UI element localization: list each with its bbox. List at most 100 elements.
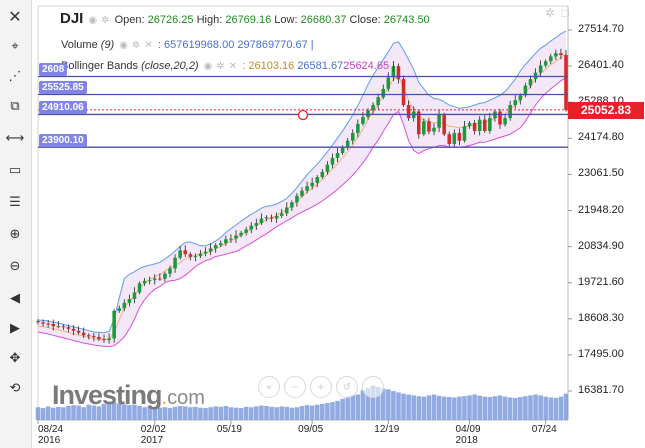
volume-bar [182,406,188,420]
candle-body [213,245,218,249]
close-icon[interactable]: ✕ [8,6,22,26]
volume-values: : 657619968.00 297869770.67 | [157,39,314,51]
volume-bar [96,406,102,420]
volume-bar [518,397,523,420]
pan-icon[interactable]: ✥ [9,350,21,366]
candle-body [305,186,309,191]
high-label: High: [196,14,223,26]
candle-body [259,218,264,224]
candle-body [218,243,223,246]
candle-body [264,217,269,219]
measure-icon[interactable]: ⟷ [5,130,25,146]
candle-body [107,338,111,341]
rectangle-icon[interactable]: ▭ [8,162,22,178]
volume-bar [304,405,310,420]
hline-label[interactable]: 25525.85 [39,81,87,95]
candle-body [300,190,304,196]
logo-main: Investing [52,380,163,410]
fib-icon[interactable]: ☰ [9,194,21,210]
volume-bar [294,407,300,420]
settings-icon[interactable]: ✲ [101,15,110,26]
volume-bar [213,406,218,420]
candle-body [46,323,50,325]
candle-body [422,121,426,135]
volume-bar [467,395,472,420]
scroll-left-icon[interactable]: « [258,376,280,398]
zoom-out-icon[interactable]: ⊖ [9,258,21,274]
candle-body [183,250,188,255]
bollinger-mid: : 26103.16 [242,60,295,72]
y-tick-label: 26401.40 [578,59,624,72]
candle-body [554,53,558,57]
candle-body [147,280,152,282]
volume-bar [157,407,163,420]
zoom-out-nav-icon[interactable]: − [284,376,306,398]
candle-body [447,134,452,144]
volume-bar [548,397,554,420]
current-price-tag: 25052.83 [568,101,644,119]
volume-bar [208,407,213,420]
candle-body [168,268,172,274]
volume-remove-icon[interactable]: ✕ [144,40,153,51]
eye-icon[interactable]: ◉ [88,15,98,26]
chart-settings-icon[interactable]: ✲ [545,6,556,20]
chart-navigation: « − + ↺ » [258,376,384,398]
volume-bar [127,405,132,420]
bollinger-settings-icon[interactable]: ✲ [216,61,225,72]
volume-param: (9) [100,39,115,51]
pattern-icon[interactable]: ⧉ [10,98,20,114]
candle-body [361,117,365,124]
crosshair-icon[interactable]: ⌖ [11,38,19,54]
bollinger-eye-icon[interactable]: ◉ [203,61,213,72]
volume-bar [457,396,462,420]
open-value: 26726.25 [147,14,194,26]
volume-bar [375,386,381,420]
volume-bar [167,408,173,420]
volume-bar [152,406,158,420]
candle-body [188,254,193,257]
reset-nav-icon[interactable]: ↺ [336,376,358,398]
hline-label[interactable]: 2608 [39,63,68,77]
volume-bar [193,406,198,420]
hline-label[interactable]: 24910.06 [39,101,87,115]
volume-bar [71,405,76,420]
volume-bar [523,396,528,420]
volume-bar [446,397,452,420]
volume-eye-icon[interactable]: ◉ [119,40,129,51]
volume-settings-icon[interactable]: ✲ [132,40,141,51]
x-tick-label: 05/19 [216,424,242,435]
scroll-right-icon[interactable]: » [362,376,384,398]
back-icon[interactable]: ◀ [10,290,20,306]
reset-icon[interactable]: ⟲ [9,380,21,396]
candle-body [66,327,71,329]
zoom-in-nav-icon[interactable]: + [310,376,332,398]
volume-bar [264,405,269,420]
x-tick-label: 02/02 2017 [140,424,166,446]
candle-body [564,55,568,110]
volume-bar [233,407,239,420]
candle-body [523,85,528,96]
candle-body [315,177,320,183]
candle-body [381,88,386,98]
zoom-in-icon[interactable]: ⊕ [9,226,21,242]
candle-body [56,326,61,328]
volume-bar [512,397,518,420]
bollinger-remove-icon[interactable]: ✕ [228,61,238,72]
candle-body [178,250,182,258]
logo-dot: . [161,387,168,409]
candle-body [477,119,482,131]
volume-bar [172,406,178,420]
forward-icon[interactable]: ▶ [10,320,20,336]
candle-body [508,105,512,119]
volume-bar [45,406,51,420]
candle-body [376,97,380,106]
volume-bar [284,406,290,420]
volume-bar [269,406,274,420]
hline-label[interactable]: 23900.10 [39,134,87,148]
fullscreen-icon[interactable]: □ [561,6,569,20]
chart-controls: ✲ □ [545,6,569,20]
line-tools-icon[interactable]: ⋰ [8,68,22,84]
volume-bar [533,394,538,420]
volume-bar [386,389,391,420]
